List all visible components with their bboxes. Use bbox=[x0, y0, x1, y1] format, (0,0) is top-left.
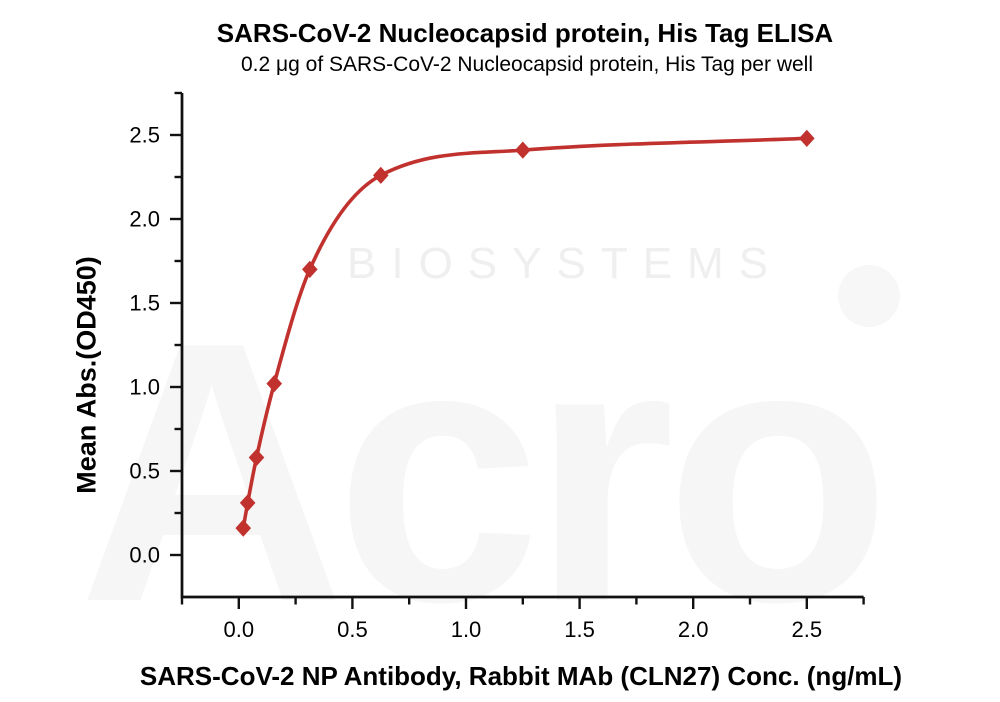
chart-subtitle: 0.2 μg of SARS-CoV-2 Nucleocapsid protei… bbox=[241, 53, 813, 76]
svg-text:2.5: 2.5 bbox=[792, 617, 823, 642]
data-point-marker bbox=[515, 141, 531, 159]
svg-text:2.0: 2.0 bbox=[129, 207, 160, 232]
svg-text:0.0: 0.0 bbox=[224, 617, 255, 642]
svg-text:2.5: 2.5 bbox=[129, 123, 160, 148]
biosystems-watermark: BIOSYSTEMS bbox=[347, 239, 784, 288]
x-axis-label: SARS-CoV-2 NP Antibody, Rabbit MAb (CLN2… bbox=[139, 661, 903, 691]
tick-labels: 0.0 0.5 1.0 1.5 2.0 2.5 0.0 0.5 1.0 1.5 2.0 2.5 bbox=[129, 123, 822, 643]
fit-curve bbox=[241, 136, 809, 530]
svg-text:1.0: 1.0 bbox=[129, 375, 160, 400]
data-point-marker bbox=[266, 375, 283, 393]
data-points bbox=[235, 129, 815, 537]
data-point-marker bbox=[248, 448, 265, 467]
svg-text:1.0: 1.0 bbox=[451, 617, 482, 642]
svg-text:1.5: 1.5 bbox=[129, 291, 160, 316]
data-point-marker bbox=[373, 166, 389, 184]
data-point-marker bbox=[302, 260, 318, 278]
data-point-marker bbox=[799, 129, 815, 147]
data-point-marker bbox=[239, 494, 256, 512]
svg-text:0.5: 0.5 bbox=[129, 459, 160, 484]
svg-text:2.0: 2.0 bbox=[678, 617, 709, 642]
chart-title: SARS-CoV-2 Nucleocapsid protein, His Tag… bbox=[216, 18, 834, 48]
acro-logo-dot bbox=[838, 265, 900, 327]
data-point-marker bbox=[235, 519, 252, 537]
svg-text:1.5: 1.5 bbox=[564, 617, 595, 642]
svg-text:0.5: 0.5 bbox=[337, 617, 368, 642]
tick-marks bbox=[170, 91, 865, 609]
svg-text:0.0: 0.0 bbox=[129, 543, 160, 568]
